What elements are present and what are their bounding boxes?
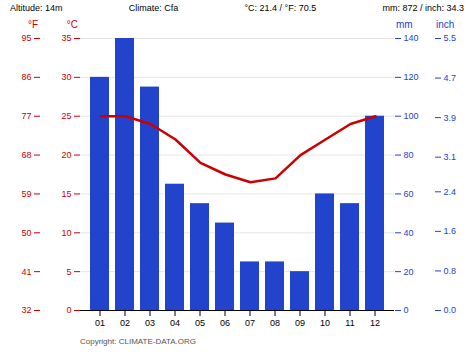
html-text:°C: °C [66, 19, 78, 30]
svg-text:41: 41 [21, 267, 31, 277]
svg-text:3.9: 3.9 [444, 113, 457, 123]
svg-text:50: 50 [21, 228, 31, 238]
svg-text:59: 59 [21, 189, 31, 199]
svg-text:140: 140 [404, 33, 419, 43]
svg-text:11: 11 [345, 318, 354, 328]
svg-text:77: 77 [21, 111, 31, 121]
svg-text:0: 0 [66, 305, 71, 315]
svg-text:09: 09 [295, 318, 305, 328]
svg-text:3.1: 3.1 [444, 152, 457, 162]
svg-text:08: 08 [270, 318, 280, 328]
svg-text:0: 0 [404, 305, 409, 315]
svg-text:40: 40 [404, 228, 414, 238]
svg-text:15: 15 [61, 189, 71, 199]
svg-text:60: 60 [404, 189, 414, 199]
svg-text:5.5: 5.5 [444, 33, 457, 43]
svg-text:100: 100 [404, 111, 419, 121]
svg-text:04: 04 [170, 318, 180, 328]
svg-text:12: 12 [370, 318, 380, 328]
html-text:Copyright: CLIMATE-DATA.ORG: Copyright: CLIMATE-DATA.ORG [80, 337, 196, 346]
svg-text:68: 68 [21, 150, 31, 160]
html-text:Altitude: 14m: Altitude: 14m [10, 3, 63, 13]
svg-text:03: 03 [145, 318, 155, 328]
html-text:inch: inch [436, 19, 455, 30]
svg-text:2.4: 2.4 [444, 187, 457, 197]
html-text:mm: mm [396, 19, 413, 30]
html-text:°F: °F [27, 19, 38, 30]
svg-text:30: 30 [61, 72, 71, 82]
svg-text:20: 20 [404, 267, 414, 277]
svg-text:07: 07 [245, 318, 255, 328]
html-text:Climate: Cfa: Climate: Cfa [128, 3, 179, 13]
html-text:mm: 872 / inch: 34.3: mm: 872 / inch: 34.3 [382, 3, 464, 13]
svg-text:86: 86 [21, 72, 31, 82]
svg-text:4.7: 4.7 [444, 73, 457, 83]
html-text:°C: 21.4 / °F: 70.5: °C: 21.4 / °F: 70.5 [244, 3, 317, 13]
svg-text:02: 02 [120, 318, 130, 328]
svg-text:10: 10 [61, 228, 71, 238]
svg-text:25: 25 [61, 111, 71, 121]
svg-text:0.8: 0.8 [444, 266, 457, 276]
svg-text:06: 06 [220, 318, 230, 328]
svg-text:95: 95 [21, 33, 31, 43]
svg-text:35: 35 [61, 33, 71, 43]
svg-text:05: 05 [195, 318, 205, 328]
svg-text:80: 80 [404, 150, 414, 160]
svg-text:10: 10 [320, 318, 330, 328]
svg-text:1.6: 1.6 [444, 226, 457, 236]
svg-text:01: 01 [95, 318, 105, 328]
svg-text:120: 120 [404, 72, 419, 82]
svg-text:5: 5 [66, 267, 71, 277]
svg-text:32: 32 [21, 305, 31, 315]
svg-text:20: 20 [61, 150, 71, 160]
svg-text:0.0: 0.0 [444, 305, 457, 315]
